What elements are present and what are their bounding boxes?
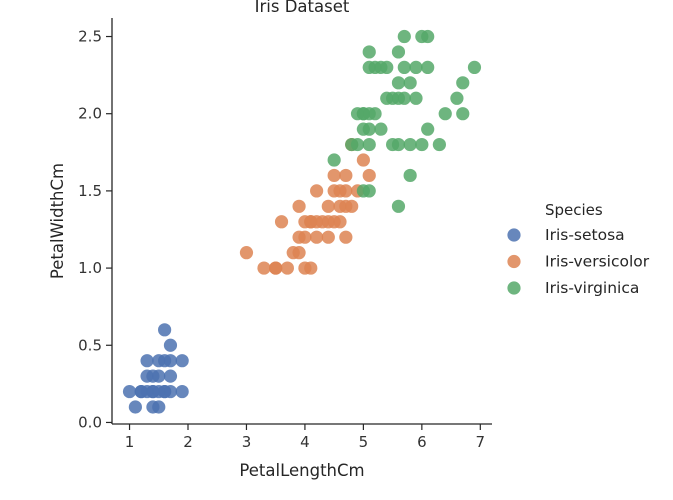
legend-marker-iris-setosa (507, 228, 521, 242)
data-point-iris-virginica (391, 45, 406, 59)
data-point-iris-versicolor (339, 168, 353, 183)
data-point-iris-virginica (356, 107, 370, 121)
x-tick-label: 4 (300, 433, 310, 451)
legend-label-iris-setosa: Iris-setosa (545, 226, 625, 244)
data-point-iris-virginica (374, 122, 388, 136)
data-point-iris-setosa (175, 384, 189, 399)
data-point-iris-virginica (362, 184, 376, 198)
data-point-iris-versicolor (310, 184, 324, 198)
data-point-iris-virginica (397, 29, 411, 44)
legend: Species Iris-setosa Iris-versicolor Iris-v… (507, 201, 650, 297)
y-tick-label: 0.0 (78, 413, 102, 431)
data-point-iris-setosa (152, 400, 166, 414)
data-point-iris-setosa (122, 384, 137, 399)
data-point-iris-versicolor (339, 230, 353, 244)
legend-title: Species (545, 201, 603, 219)
y-tick-label: 2.5 (78, 28, 102, 46)
x-tick-label: 3 (242, 433, 252, 451)
x-ticks: 1 2 3 4 5 6 7 (125, 424, 485, 451)
data-point-iris-virginica (415, 137, 429, 152)
data-point-iris-versicolor (304, 215, 318, 229)
data-point-iris-versicolor (362, 168, 376, 183)
data-point-iris-versicolor (339, 184, 353, 198)
data-point-iris-virginica (350, 137, 365, 152)
data-point-iris-versicolor (304, 261, 318, 275)
x-axis-label: PetalLengthCm (239, 461, 364, 480)
data-point-iris-versicolor (257, 261, 271, 275)
data-point-iris-versicolor (292, 246, 306, 260)
y-tick-label: 1.0 (78, 259, 102, 277)
y-axis-label: PetalWidthCm (48, 163, 67, 279)
data-point-iris-virginica (456, 107, 470, 121)
data-point-iris-virginica (467, 60, 482, 74)
legend-label-iris-versicolor: Iris-versicolor (545, 253, 650, 271)
data-point-iris-versicolor (310, 230, 324, 244)
data-point-iris-virginica (421, 29, 435, 44)
data-point-iris-setosa (163, 354, 178, 368)
y-tick-label: 0.5 (78, 336, 102, 354)
x-tick-label: 5 (359, 433, 369, 451)
data-point-iris-versicolor (239, 246, 254, 260)
data-point-iris-virginica (456, 76, 470, 90)
legend-items: Iris-setosa Iris-versicolor Iris-virginica (507, 226, 650, 297)
data-point-iris-virginica (409, 60, 423, 74)
legend-label-iris-virginica: Iris-virginica (545, 279, 639, 297)
x-tick-label: 1 (125, 433, 135, 451)
data-point-iris-virginica (403, 168, 417, 183)
x-tick-label: 2 (183, 433, 193, 451)
data-point-iris-virginica (380, 60, 394, 74)
data-point-iris-versicolor (274, 215, 289, 229)
data-point-iris-virginica (421, 122, 435, 136)
data-point-iris-virginica (397, 60, 411, 74)
legend-marker-iris-virginica (507, 281, 521, 295)
data-point-iris-versicolor (333, 215, 347, 229)
data-point-iris-setosa (158, 323, 172, 337)
legend-marker-iris-versicolor (507, 254, 521, 269)
data-point-iris-setosa (152, 369, 166, 383)
y-tick-label: 1.5 (78, 182, 102, 200)
data-point-iris-virginica (403, 76, 417, 90)
data-point-iris-versicolor (321, 230, 335, 244)
data-point-iris-virginica (368, 107, 382, 121)
data-point-iris-setosa (146, 384, 160, 399)
data-point-iris-virginica (362, 122, 376, 136)
data-point-iris-virginica (432, 137, 446, 152)
data-point-iris-versicolor (321, 199, 335, 213)
data-point-iris-setosa (158, 384, 172, 399)
chart-title: Iris Dataset (255, 0, 350, 16)
data-point-iris-versicolor (280, 261, 294, 275)
data-point-iris-virginica (391, 199, 406, 213)
data-point-iris-setosa (163, 338, 178, 352)
y-ticks: 0.0 0.5 1.0 1.5 2.0 2.5 (78, 28, 112, 431)
x-tick-label: 6 (417, 433, 427, 451)
data-point-iris-virginica (397, 91, 411, 105)
data-point-iris-versicolor (356, 153, 370, 167)
data-point-iris-versicolor (345, 199, 359, 213)
data-point-iris-setosa (128, 400, 142, 414)
data-point-iris-versicolor (298, 230, 312, 244)
y-tick-label: 2.0 (78, 105, 102, 123)
data-point-iris-virginica (327, 153, 341, 167)
data-point-iris-versicolor (327, 168, 341, 183)
data-point-iris-virginica (362, 137, 376, 152)
data-point-iris-versicolor (269, 261, 283, 275)
data-point-iris-virginica (391, 137, 406, 152)
data-point-iris-virginica (362, 45, 376, 59)
data-point-iris-setosa (163, 369, 178, 383)
data-point-iris-setosa (175, 354, 189, 368)
data-point-iris-versicolor (292, 199, 306, 213)
data-point-iris-virginica (403, 137, 417, 152)
data-point-iris-virginica (391, 76, 406, 90)
axes: 1 2 3 4 5 6 7 0.0 0.5 1.0 1.5 2.0 2.5 (78, 18, 492, 451)
data-point-iris-virginica (450, 91, 464, 105)
data-point-iris-virginica (438, 107, 452, 121)
x-tick-label: 7 (476, 433, 486, 451)
data-points (122, 29, 482, 414)
data-point-iris-setosa (134, 384, 148, 399)
data-point-iris-virginica (421, 60, 435, 74)
data-point-iris-setosa (140, 354, 154, 368)
data-point-iris-virginica (409, 91, 423, 105)
